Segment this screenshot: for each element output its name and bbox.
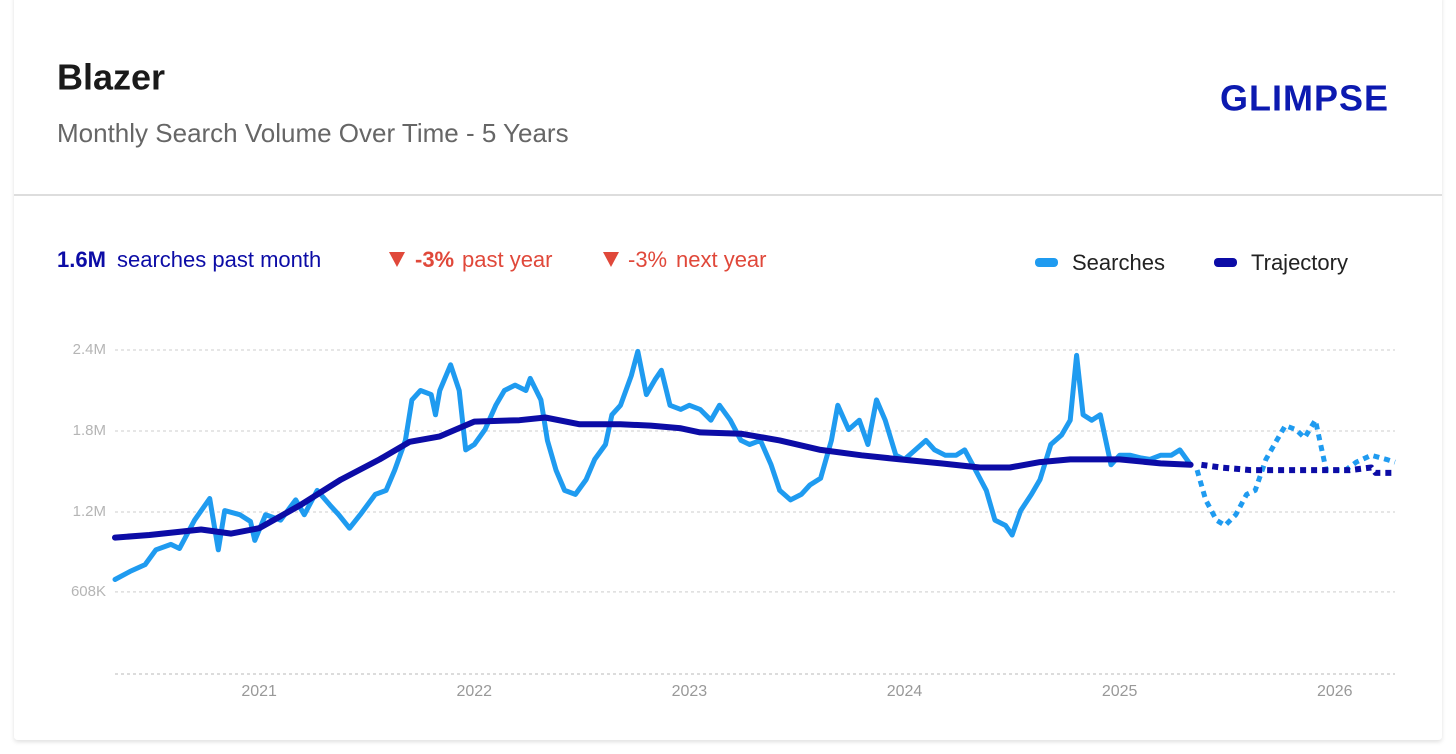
stat-value: -3% [415, 247, 454, 272]
stat-value: 1.6M [57, 247, 106, 272]
legend-label: Searches [1072, 250, 1165, 275]
stat-label: searches past month [117, 247, 321, 272]
series-line [112, 414, 1194, 541]
x-tick-label: 2022 [456, 683, 492, 700]
y-tick-label: 1.8M [73, 422, 106, 439]
card-background [14, 0, 1442, 740]
y-tick-label: 2.4M [73, 341, 106, 358]
down-arrow [603, 252, 619, 267]
y-tick-label: 1.2M [73, 503, 106, 520]
x-tick-label: 2024 [887, 683, 923, 700]
down-arrow [389, 252, 405, 267]
subtitle: Monthly Search Volume Over Time - 5 Year… [57, 118, 569, 148]
forecast-line [1200, 461, 1395, 476]
stat-label: next year [676, 247, 767, 272]
logo: GLIMPSE [1220, 78, 1389, 119]
stat-label: past year [462, 247, 553, 272]
stat-value: -3% [628, 247, 667, 272]
legend-label: Trajectory [1251, 250, 1348, 275]
x-tick-label: 2026 [1317, 683, 1353, 700]
x-tick-label: 2023 [672, 683, 708, 700]
legend-swatch [1214, 258, 1237, 267]
y-tick-label: 608K [71, 583, 106, 600]
forecast-line [1194, 417, 1396, 528]
series-line [112, 348, 1194, 582]
x-tick-label: 2025 [1102, 683, 1138, 700]
title: Blazer [57, 57, 165, 98]
x-tick-label: 2021 [241, 683, 277, 700]
legend-swatch [1035, 258, 1058, 267]
